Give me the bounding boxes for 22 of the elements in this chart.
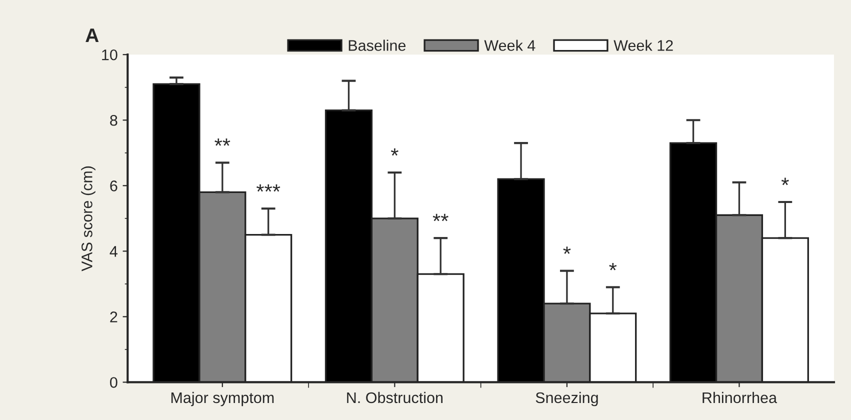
data-label: ** — [432, 214, 448, 222]
data-label: * — [390, 148, 398, 156]
chart-title: A — [86, 28, 99, 42]
y-axis-title: VAS score (cm) — [81, 166, 96, 272]
data-label: * — [781, 178, 789, 186]
data-label: ** — [214, 138, 230, 146]
y-tick-label: 0 — [110, 377, 118, 388]
y-tick-label: 6 — [110, 180, 118, 192]
y-tick-label: 8 — [110, 114, 118, 126]
data-label: *** — [256, 184, 280, 192]
y-tick-label: 4 — [110, 246, 118, 257]
x-tick-label: N. Obstruction — [347, 392, 443, 404]
data-label: * — [563, 246, 571, 254]
data-label: * — [609, 262, 617, 270]
y-tick-label: 2 — [110, 312, 118, 322]
y-tick-label: 10 — [102, 49, 118, 60]
x-tick-label: Major symptom — [171, 392, 274, 406]
x-tick-label: Sneezing — [536, 392, 598, 406]
legend-label: Week 4 — [484, 40, 536, 51]
legend-label: Baseline — [348, 40, 406, 51]
x-tick-label: Rhinorrhea — [702, 392, 778, 404]
legend-label: Week 12 — [614, 40, 673, 51]
